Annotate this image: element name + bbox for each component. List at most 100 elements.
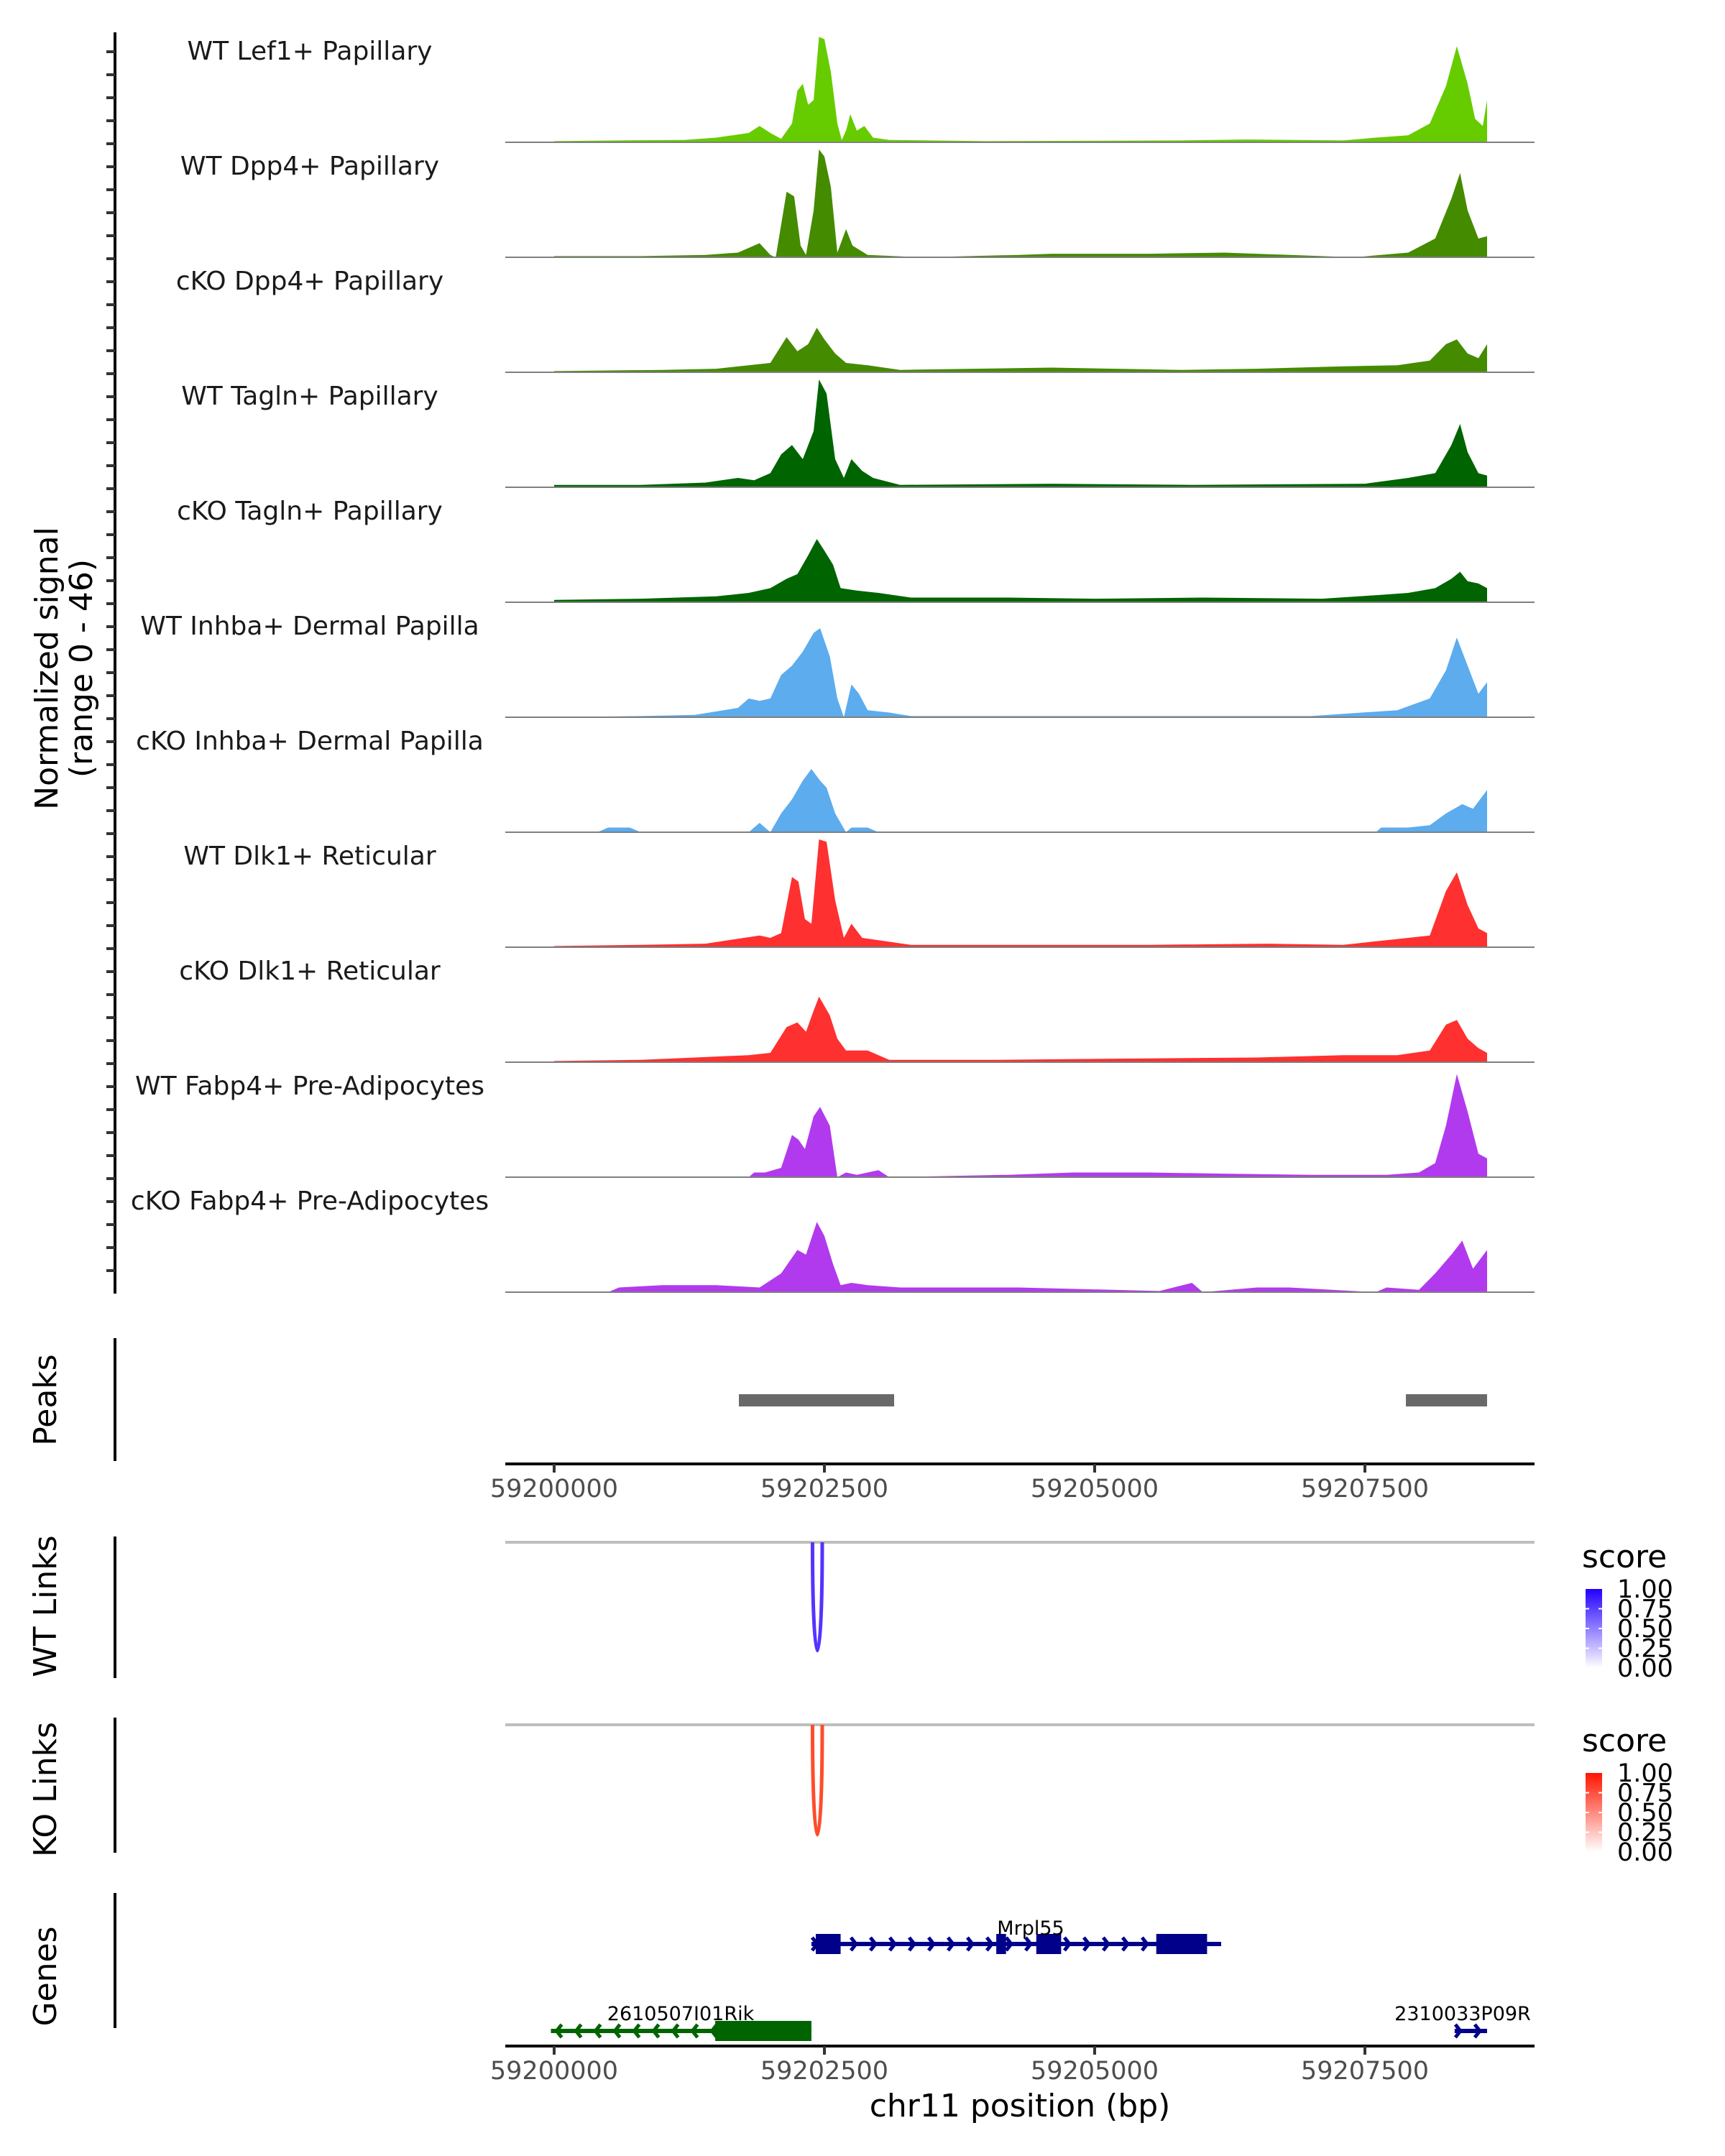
- signal-area: [554, 539, 1487, 602]
- strand-arrow-icon: [593, 2023, 602, 2039]
- strand-arrow-icon: [946, 1936, 956, 1952]
- strand-arrow-icon: [1101, 1936, 1111, 1952]
- signal-area: [554, 379, 1487, 487]
- strand-arrow-icon: [985, 1936, 995, 1952]
- strand-arrow-icon: [1473, 2023, 1483, 2039]
- x-axis-bottom: 59200000 59202500 59205000 59207500: [490, 2046, 1429, 2086]
- signal-axis-title-line1: Normalized signal: [29, 527, 65, 810]
- signal-area: [554, 628, 1487, 717]
- legend-label: 1.00: [1617, 1759, 1673, 1788]
- track-label: cKO Dlk1+ Reticular: [179, 957, 441, 986]
- wt-links-panel: [505, 1541, 1535, 1652]
- legend-title: score: [1582, 1539, 1667, 1575]
- gene-exon: [1036, 1934, 1062, 1954]
- track-label: cKO Tagln+ Papillary: [177, 497, 443, 526]
- strand-arrow-icon: [1453, 2023, 1463, 2039]
- legend-label: 1.00: [1617, 1575, 1673, 1604]
- signal-track: WT Tagln+ Papillary: [181, 379, 1535, 488]
- legend-label: 0.50: [1617, 1799, 1673, 1828]
- ko-links-panel-title: KO Links: [27, 1722, 64, 1857]
- signal-area: [554, 149, 1487, 257]
- signal-track: WT Fabp4+ Pre-Adipocytes: [135, 1072, 1535, 1178]
- track-label: WT Dpp4+ Papillary: [180, 152, 439, 181]
- genes-panel: Mrpl55 2610507I01Rik 2310033P09R: [551, 1917, 1531, 2041]
- x-axis-top: 59200000 59202500 59205000 59207500: [490, 1464, 1429, 1503]
- signal-axis-title: Normalized signal (range 0 - 46): [29, 527, 100, 810]
- legend-label: 0.50: [1617, 1615, 1673, 1644]
- ko-links-panel: [505, 1723, 1535, 1837]
- gene-exon: [715, 2021, 811, 2041]
- strand-arrow-icon: [868, 1936, 878, 1952]
- track-label: cKO Inhba+ Dermal Papilla: [136, 727, 484, 756]
- peak-bar: [1406, 1394, 1487, 1406]
- legend-label: 0.00: [1617, 1654, 1673, 1683]
- signal-track: WT Inhba+ Dermal Papilla: [140, 612, 1535, 718]
- signal-area: [597, 769, 1487, 832]
- peaks-panel: [739, 1394, 1487, 1406]
- legend-label: 0.25: [1617, 1635, 1673, 1664]
- signal-area: [554, 839, 1487, 947]
- signal-area: [748, 1074, 1487, 1177]
- signal-track: WT Lef1+ Papillary: [188, 37, 1535, 143]
- signal-area: [554, 37, 1487, 142]
- x-axis-tick-label: 59205000: [1031, 2057, 1159, 2086]
- strand-arrow-icon: [1062, 1936, 1072, 1952]
- signal-track: cKO Dlk1+ Reticular: [179, 957, 1535, 1063]
- gene-label: 2610507I01Rik: [607, 2003, 755, 2025]
- strand-arrow-icon: [849, 1936, 859, 1952]
- gene: Mrpl55: [810, 1917, 1221, 1954]
- signal-track: cKO Dpp4+ Papillary: [176, 267, 1535, 373]
- strand-arrow-icon: [671, 2023, 680, 2039]
- signal-area: [554, 328, 1487, 372]
- track-label: WT Lef1+ Papillary: [188, 37, 433, 66]
- track-label: cKO Fabp4+ Pre-Adipocytes: [131, 1187, 489, 1216]
- strand-arrow-icon: [926, 1936, 937, 1952]
- signal-axis-title-line2: (range 0 - 46): [63, 559, 100, 778]
- strand-arrow-icon: [1140, 1936, 1150, 1952]
- strand-arrow-icon: [888, 1936, 898, 1952]
- x-axis-tick-label: 59200000: [490, 2057, 618, 2086]
- strand-arrow-icon: [632, 2023, 641, 2039]
- x-axis-title: chr11 position (bp): [870, 2088, 1171, 2124]
- x-axis-tick-label: 59207500: [1301, 2057, 1429, 2086]
- strand-arrow-icon: [651, 2023, 661, 2039]
- track-label: cKO Dpp4+ Papillary: [176, 267, 443, 296]
- signal-area: [554, 996, 1487, 1062]
- gene-exon: [1156, 1934, 1208, 1954]
- gene-label: Mrpl55: [997, 1917, 1064, 1940]
- strand-arrow-icon: [554, 2023, 564, 2039]
- signal-area: [608, 1222, 1488, 1292]
- track-label: WT Dlk1+ Reticular: [183, 842, 436, 871]
- x-axis-tick-label: 59207500: [1301, 1475, 1429, 1503]
- gene: 2310033P09R: [1394, 2003, 1531, 2039]
- genes-panel-title: Genes: [27, 1926, 64, 2026]
- wt-links-panel-title: WT Links: [27, 1535, 64, 1677]
- strand-arrow-icon: [1121, 1936, 1131, 1952]
- peaks-panel-title: Peaks: [27, 1354, 64, 1445]
- score-legends: score1.000.750.500.250.00score1.000.750.…: [1582, 1539, 1673, 1867]
- gene-label: 2310033P09R: [1394, 2003, 1531, 2025]
- signal-tracks: WT Lef1+ Papillary WT Dpp4+ Papillary cKO …: [131, 37, 1535, 1293]
- strand-arrow-icon: [1004, 1936, 1014, 1952]
- legend-label: 0.75: [1617, 1595, 1673, 1624]
- strand-arrow-icon: [1082, 1936, 1092, 1952]
- strand-arrow-icon: [1024, 1936, 1034, 1952]
- gene: 2610507I01Rik: [551, 2003, 811, 2041]
- strand-arrow-icon: [965, 1936, 975, 1952]
- signal-track: WT Dpp4+ Papillary: [180, 149, 1535, 258]
- signal-track: WT Dlk1+ Reticular: [183, 839, 1535, 948]
- legend-title: score: [1582, 1723, 1667, 1759]
- peak-bar: [739, 1394, 895, 1406]
- signal-y-axis-ticks: [106, 50, 115, 1272]
- strand-arrow-icon: [574, 2023, 583, 2039]
- track-label: WT Inhba+ Dermal Papilla: [140, 612, 479, 641]
- gene-exon: [815, 1934, 841, 1954]
- signal-track: cKO Inhba+ Dermal Papilla: [136, 727, 1535, 833]
- legend-colorbar: [1586, 1589, 1602, 1668]
- x-axis-tick-label: 59202500: [760, 2057, 888, 2086]
- legend-colorbar: [1586, 1773, 1602, 1852]
- gene-exon: [996, 1934, 1006, 1954]
- x-axis-tick-label: 59205000: [1031, 1475, 1159, 1503]
- x-axis-tick-label: 59202500: [760, 1475, 888, 1503]
